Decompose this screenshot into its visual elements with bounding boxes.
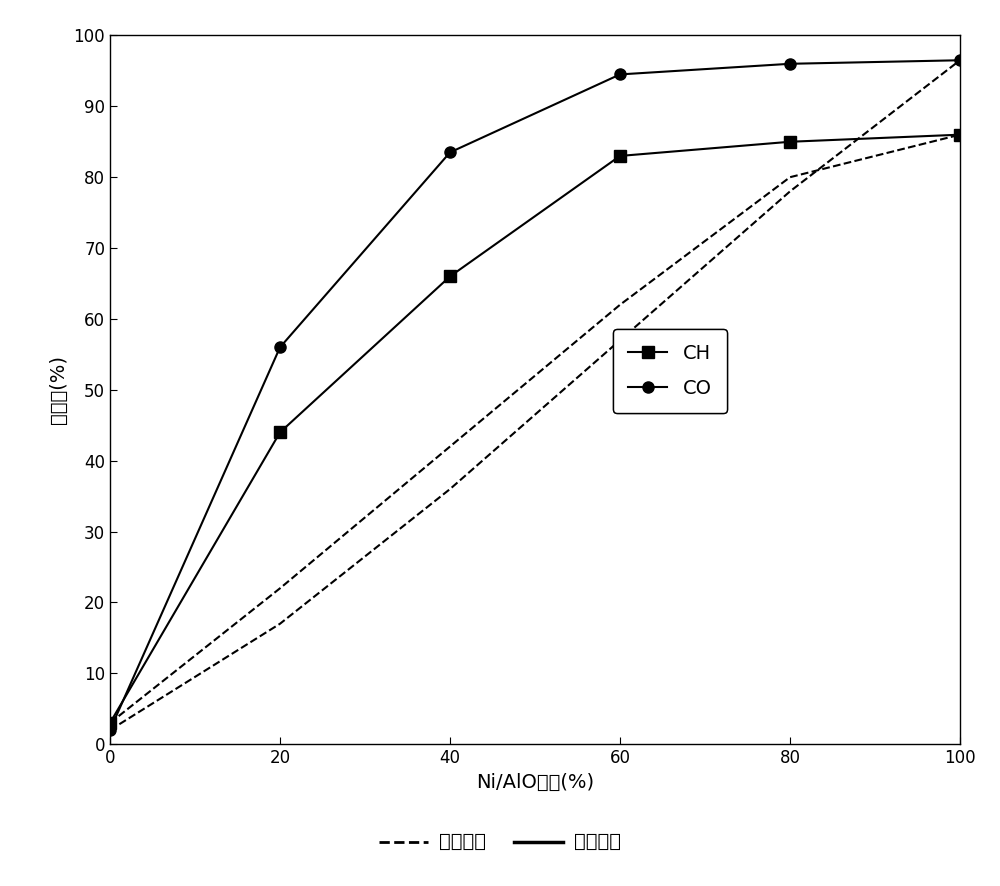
X-axis label: Ni/AlO含量(%): Ni/AlO含量(%) (476, 773, 594, 792)
Legend: CH, CO: CH, CO (613, 329, 727, 414)
Y-axis label: 转化率(%): 转化率(%) (49, 355, 68, 424)
Legend: 计算结果, 实验结果: 计算结果, 实验结果 (374, 827, 626, 857)
